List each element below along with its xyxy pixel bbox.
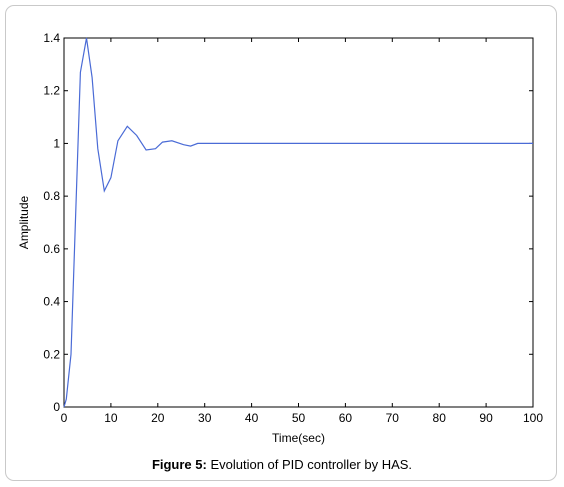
x-tick-label: 20 — [151, 411, 165, 425]
x-tick-label: 50 — [292, 411, 306, 425]
caption-text: Evolution of PID controller by HAS. — [206, 457, 413, 472]
y-tick-label: 0.8 — [43, 189, 60, 203]
y-tick-label: 1.2 — [43, 84, 60, 98]
x-axis-label: Time(sec) — [272, 431, 325, 445]
plot-area — [63, 37, 534, 408]
figure-caption: Figure 5: Evolution of PID controller by… — [0, 457, 564, 472]
response-line — [63, 37, 533, 408]
x-tick-label: 70 — [386, 411, 400, 425]
x-tick-label: 100 — [523, 411, 543, 425]
y-tick-label: 0.6 — [43, 242, 60, 256]
x-tick-label: 90 — [479, 411, 493, 425]
x-tick-label: 40 — [245, 411, 259, 425]
y-tick-label: 0.2 — [43, 347, 60, 361]
x-tick-label: 0 — [61, 411, 68, 425]
x-tick-label: 80 — [433, 411, 447, 425]
x-tick-label: 30 — [198, 411, 212, 425]
x-tick-label: 10 — [104, 411, 118, 425]
y-tick-label: 0.4 — [43, 295, 60, 309]
y-tick-label: 1.4 — [43, 31, 60, 45]
x-tick-label: 60 — [339, 411, 353, 425]
series-layer — [63, 37, 533, 408]
y-axis-label: Amplitude — [17, 196, 31, 250]
y-tick-label: 0 — [53, 400, 60, 414]
y-tick-label: 1 — [53, 136, 60, 150]
caption-label: Figure 5: — [151, 457, 207, 472]
axis-ticks: 0 10 20 30 40 50 60 70 80 90 100 0 0.2 0.4 0.6 0.8 1 1.2 1… — [43, 31, 543, 425]
